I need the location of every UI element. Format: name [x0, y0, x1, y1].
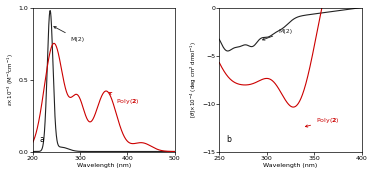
Text: M(2): M(2)	[263, 29, 292, 40]
Y-axis label: $[\theta]$$\times$10$^{-4}$ (deg cm$^{2}$ dmol$^{-1}$): $[\theta]$$\times$10$^{-4}$ (deg cm$^{2}…	[189, 41, 199, 118]
Text: M(2): M(2)	[54, 27, 85, 42]
Text: a: a	[40, 135, 44, 144]
X-axis label: Wavelength (nm): Wavelength (nm)	[263, 163, 317, 168]
Text: b: b	[226, 135, 231, 144]
Text: Poly($\mathbf{2}$): Poly($\mathbf{2}$)	[305, 116, 340, 127]
Text: Poly($\mathbf{2}$): Poly($\mathbf{2}$)	[109, 93, 139, 106]
Y-axis label: $\varepsilon$$\times$10$^{-3}$ (M$^{-1}$cm$^{-1}$): $\varepsilon$$\times$10$^{-3}$ (M$^{-1}$…	[6, 53, 16, 106]
X-axis label: Wavelength (nm): Wavelength (nm)	[76, 163, 131, 168]
